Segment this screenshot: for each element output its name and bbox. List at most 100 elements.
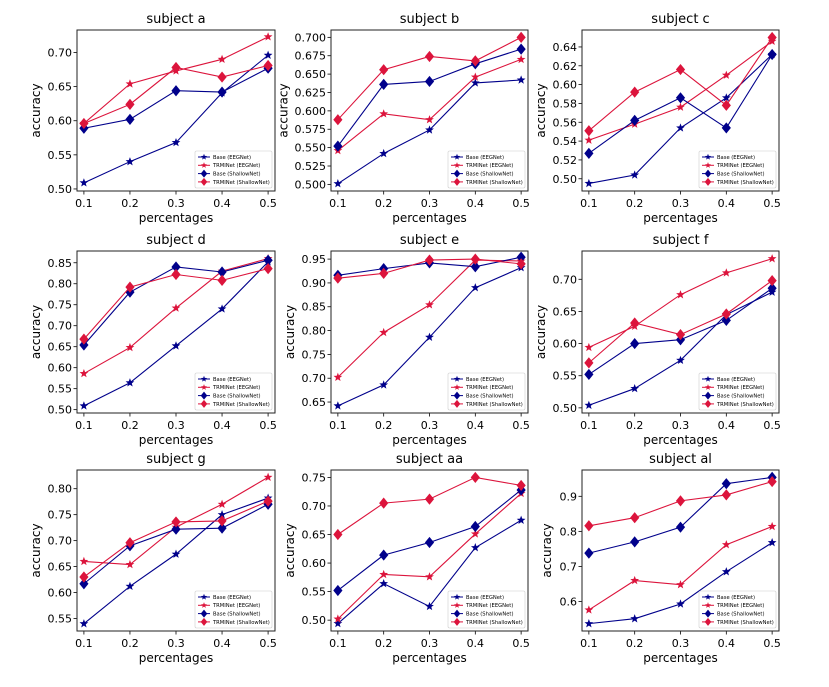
data-point-diamond <box>171 261 181 273</box>
data-point-star <box>333 179 343 188</box>
data-point-diamond <box>721 489 731 501</box>
y-axis-label: accuracy <box>29 83 43 137</box>
data-point-star <box>516 54 526 64</box>
data-point-diamond <box>721 308 731 320</box>
x-tick-label: 0.5 <box>512 637 530 650</box>
data-point-diamond <box>79 333 89 345</box>
legend-diamond-icon <box>453 399 461 408</box>
data-point-star <box>379 109 389 118</box>
subplot-subject-d: subject d 0.1 0.2 0.3 0.4 0.5 0.50 0.55 0.60 0.65… <box>29 233 277 447</box>
series-line-base-shallownet- <box>83 503 269 585</box>
axes-frame <box>581 250 780 414</box>
data-point-diamond <box>217 71 227 83</box>
legend-label: TRMINet (ShallowNet) <box>465 402 523 408</box>
y-tick-label: 0.65 <box>302 529 327 542</box>
y-tick-label: 0.8 <box>560 525 578 538</box>
y-axis-label: accuracy <box>29 523 43 577</box>
x-axis-label: percentages <box>392 211 467 225</box>
legend-diamond-icon <box>704 169 712 178</box>
x-tick-label: 0.4 <box>718 197 736 210</box>
series-line-trminet-eegnet- <box>83 36 269 124</box>
y-tick-label: 0.625 <box>295 86 327 99</box>
y-tick-label: 0.80 <box>302 325 327 338</box>
series-line-trminet-eegnet- <box>337 58 522 151</box>
x-tick-label: 0.3 <box>672 419 690 432</box>
x-tick-label: 0.5 <box>259 197 277 210</box>
legend: Base (EEGNet) TRMINet (EEGNet) Base (Shall… <box>447 590 526 629</box>
legend-diamond-icon <box>453 169 461 178</box>
legend-label: Base (EEGNet) <box>213 595 251 601</box>
data-point-diamond <box>721 478 731 490</box>
legend-label: TRMINet (ShallowNet) <box>212 620 270 626</box>
data-point-diamond <box>424 493 435 505</box>
axes-frame <box>581 469 780 632</box>
x-tick-label: 0.2 <box>375 197 393 210</box>
legend-star-icon <box>453 593 461 600</box>
legend-star-icon <box>704 602 712 608</box>
x-tick-label: 0.2 <box>121 197 139 210</box>
y-tick-label: 0.55 <box>302 586 327 599</box>
subplot-title: subject c <box>651 12 709 27</box>
data-point-diamond <box>263 263 273 275</box>
data-point-diamond <box>584 125 594 137</box>
data-point-star <box>721 567 731 576</box>
legend-diamond-icon <box>453 391 461 400</box>
y-tick-label: 0.6 <box>560 596 578 609</box>
y-tick-label: 0.50 <box>553 173 578 186</box>
data-point-star <box>630 614 640 623</box>
y-tick-label: 0.700 <box>295 31 327 44</box>
data-point-diamond <box>767 31 777 44</box>
legend-label: TRMINet (EEGNet) <box>716 603 764 609</box>
data-point-diamond <box>630 317 640 329</box>
y-tick-label: 0.75 <box>302 471 327 484</box>
x-tick-label: 0.1 <box>580 197 598 210</box>
y-tick-label: 0.60 <box>553 79 578 92</box>
legend: Base (EEGNet) TRMINet (EEGNet) Base (Shall… <box>194 590 273 629</box>
y-tick-label: 0.80 <box>48 278 73 291</box>
data-point-diamond <box>217 515 227 527</box>
data-point-diamond <box>333 140 343 152</box>
legend-label: TRMINet (ShallowNet) <box>212 402 270 408</box>
legend-label: TRMINet (EEGNet) <box>716 163 764 169</box>
y-tick-label: 0.500 <box>295 178 327 191</box>
legend-label: TRMINet (EEGNet) <box>465 603 513 609</box>
data-point-diamond <box>516 31 526 43</box>
x-tick-label: 0.1 <box>580 637 598 650</box>
legend-label: TRMINet (ShallowNet) <box>716 620 774 626</box>
legend-box <box>194 150 273 189</box>
y-tick-label: 0.90 <box>302 277 327 290</box>
y-tick-label: 0.75 <box>48 509 73 522</box>
data-point-star <box>676 290 685 299</box>
legend-star-icon <box>200 375 208 382</box>
legend-diamond-icon <box>200 609 208 618</box>
x-tick-label: 0.2 <box>626 197 644 210</box>
data-point-star <box>171 303 181 312</box>
x-axis-label: percentages <box>643 211 718 225</box>
x-tick-label: 0.5 <box>763 419 781 432</box>
data-point-diamond <box>79 571 89 583</box>
data-point-diamond <box>379 64 389 76</box>
x-tick-label: 0.2 <box>121 637 139 650</box>
data-point-diamond <box>79 578 89 590</box>
data-point-star <box>333 618 343 628</box>
x-tick-label: 0.1 <box>329 637 347 650</box>
x-tick-label: 0.5 <box>259 419 277 432</box>
legend-label: Base (ShallowNet) <box>213 612 261 618</box>
axes-frame <box>581 29 780 192</box>
legend-diamond-icon <box>200 391 208 400</box>
legend-star-icon <box>200 384 208 390</box>
x-tick-label: 0.3 <box>167 637 185 650</box>
data-point-star <box>676 580 685 589</box>
data-point-star <box>217 510 227 519</box>
y-tick-label: 0.65 <box>48 561 73 574</box>
y-tick-label: 0.95 <box>302 253 327 266</box>
data-point-diamond <box>217 266 227 278</box>
y-tick-label: 0.60 <box>48 587 73 600</box>
data-point-star <box>721 540 731 549</box>
data-point-star <box>470 543 480 552</box>
data-point-diamond <box>721 314 731 327</box>
data-point-star <box>171 341 181 350</box>
data-point-star <box>721 70 731 79</box>
legend: Base (EEGNet) TRMINet (EEGNet) Base (Shall… <box>698 590 777 629</box>
x-tick-label: 0.3 <box>672 197 690 210</box>
